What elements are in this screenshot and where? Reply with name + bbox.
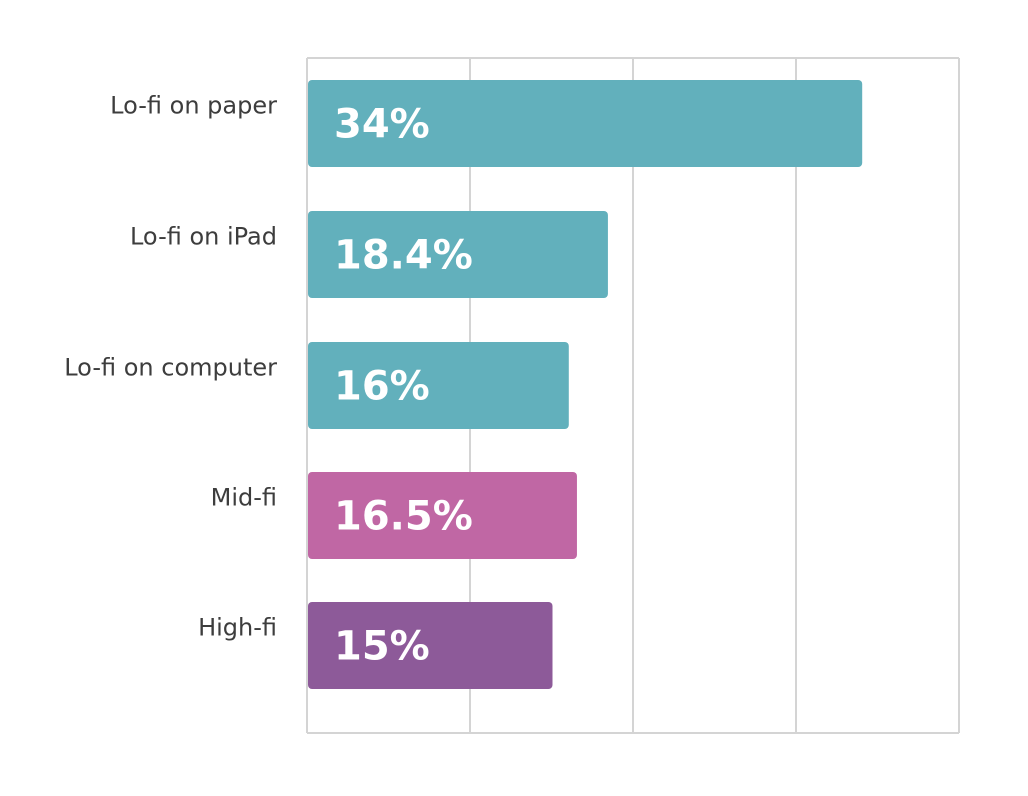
- bar-lo-fi-on-paper: [308, 80, 863, 167]
- category-label: Mid-fi: [211, 484, 277, 512]
- value-label: 15%: [334, 624, 430, 670]
- category-label: Lo-fi on iPad: [130, 223, 277, 251]
- value-label: 18.4%: [334, 233, 473, 279]
- value-label: 16.5%: [334, 494, 473, 540]
- bar-lo-fi-on-ipad: [308, 211, 608, 298]
- bars: 34% 18.4% 16% 16.5% 15%: [308, 80, 863, 689]
- value-label: 34%: [334, 102, 430, 148]
- category-labels: Lo-fi on paper Lo-fi on iPad Lo-fi on comp…: [64, 92, 277, 642]
- gridlines: [306, 57, 960, 734]
- category-label: Lo-fi on paper: [110, 92, 277, 120]
- bar-mid-fi: [308, 472, 577, 559]
- category-label: Lo-fi on computer: [64, 354, 277, 382]
- category-label: High-fi: [198, 614, 277, 642]
- bar-high-fi: [308, 602, 553, 689]
- value-label: 16%: [334, 364, 430, 410]
- bar-lo-fi-on-computer: [308, 342, 569, 429]
